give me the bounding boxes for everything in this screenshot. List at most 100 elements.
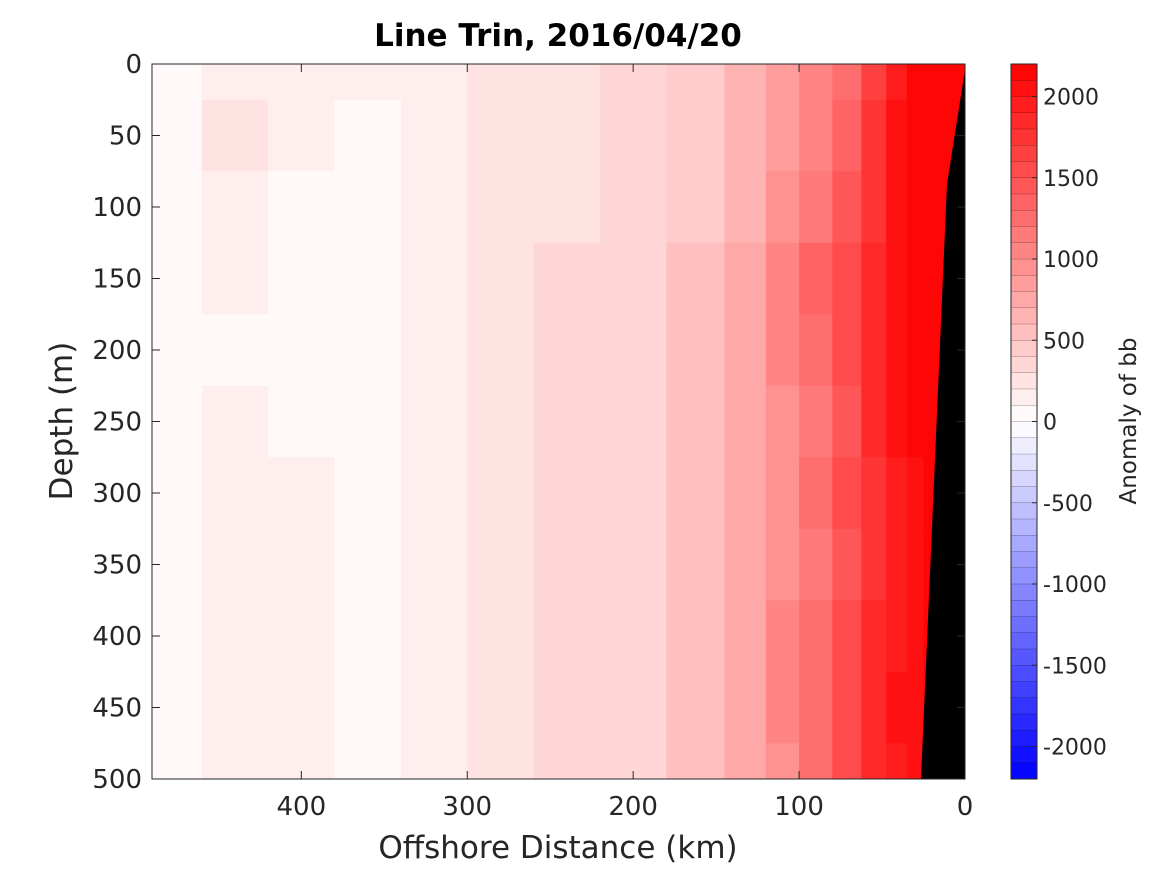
heat-cell <box>923 64 965 101</box>
heat-cell <box>666 385 726 458</box>
heat-cell <box>334 600 402 673</box>
heat-cell <box>201 528 269 601</box>
heat-cell <box>906 242 925 315</box>
heat-cell <box>201 242 269 315</box>
heat-cell <box>886 99 908 172</box>
colorbar-level <box>1011 421 1037 439</box>
y-axis: 0 50 100 150 200 250 300 350 400 450 500 <box>92 50 965 795</box>
heat-cell <box>467 743 535 779</box>
heat-cell <box>268 314 336 387</box>
heat-cell <box>268 457 336 530</box>
heat-cell <box>201 457 269 530</box>
heat-cell <box>533 314 601 387</box>
heat-cell <box>765 671 800 744</box>
x-axis-label: Offshore Distance (km) <box>378 830 737 866</box>
heat-cell <box>201 314 269 387</box>
heat-cell <box>765 242 800 315</box>
colorbar-level <box>1011 405 1037 422</box>
heat-cell <box>268 99 336 172</box>
heat-cell <box>861 743 887 779</box>
heat-cell <box>400 314 468 387</box>
heat-cell <box>861 671 887 744</box>
heat-cell <box>799 743 833 779</box>
y-tick-label: 250 <box>92 408 142 438</box>
heat-cell <box>268 242 336 315</box>
colorbar-level <box>1011 519 1037 536</box>
colorbar-level <box>1011 129 1037 146</box>
colorbar-level <box>1011 389 1037 406</box>
colorbar-level <box>1011 177 1037 195</box>
heat-cell <box>799 171 833 244</box>
y-tick-label: 400 <box>92 622 142 652</box>
heat-cell <box>861 314 887 387</box>
heat-cell <box>334 242 402 315</box>
heat-cell <box>533 64 601 101</box>
colorbar-level <box>1011 226 1037 244</box>
heat-cell <box>400 385 468 458</box>
heat-cell <box>886 600 908 673</box>
colorbar-level <box>1011 372 1037 390</box>
y-tick-label: 350 <box>92 551 142 581</box>
heat-cell <box>599 528 667 601</box>
colorbar-level <box>1011 535 1037 552</box>
colorbar-level <box>1011 96 1037 114</box>
heat-cell <box>861 64 887 101</box>
heat-cell <box>906 64 925 101</box>
heat-cell <box>886 743 908 779</box>
y-tick-label: 300 <box>92 479 142 509</box>
colorbar-level <box>1011 64 1037 81</box>
heat-cell <box>533 743 601 779</box>
heat-cell <box>400 671 468 744</box>
heat-cell <box>152 171 203 244</box>
heat-cell <box>906 671 925 744</box>
y-tick-label: 0 <box>125 50 142 80</box>
heat-cell <box>666 528 726 601</box>
colorbar-tick-label: 2000 <box>1043 86 1099 111</box>
x-axis: 400 300 200 100 0 <box>277 64 974 822</box>
y-tick-label: 100 <box>92 193 142 223</box>
x-tick-label: 400 <box>277 792 327 822</box>
heat-cell <box>268 671 336 744</box>
colorbar-level <box>1011 486 1037 504</box>
y-tick-label: 500 <box>92 765 142 795</box>
heat-cell <box>724 671 767 744</box>
heat-cell <box>666 99 726 172</box>
heat-cell <box>533 600 601 673</box>
heat-cell <box>467 242 535 315</box>
heat-cell <box>152 528 203 601</box>
colorbar-level <box>1011 681 1037 699</box>
heat-cell <box>765 743 800 779</box>
x-tick-label: 100 <box>774 792 824 822</box>
colorbar-tick-label: 0 <box>1043 411 1057 436</box>
heat-cell <box>832 600 862 673</box>
x-tick-label: 0 <box>957 792 974 822</box>
heat-cell <box>861 457 887 530</box>
heat-cell <box>906 743 925 779</box>
heat-cell <box>201 171 269 244</box>
heat-cell <box>886 64 908 101</box>
heat-cell <box>724 99 767 172</box>
heat-cell <box>666 314 726 387</box>
colorbar-tick-label: 500 <box>1043 329 1085 354</box>
heat-cell <box>765 385 800 458</box>
colorbar-level <box>1011 242 1037 260</box>
heat-cell <box>861 242 887 315</box>
heat-cell <box>599 385 667 458</box>
heat-cell <box>467 671 535 744</box>
heat-cell <box>886 171 908 244</box>
heat-cell <box>201 64 269 101</box>
heat-cell <box>886 457 908 530</box>
heat-cell <box>861 600 887 673</box>
heat-cell <box>268 528 336 601</box>
heat-cell <box>724 385 767 458</box>
heat-cell <box>533 99 601 172</box>
heat-cell <box>467 99 535 172</box>
heat-cell <box>599 600 667 673</box>
colorbar-level <box>1011 697 1037 715</box>
heat-cell <box>152 600 203 673</box>
heat-cell <box>666 671 726 744</box>
heat-cell <box>799 64 833 101</box>
contour-field <box>152 64 965 779</box>
heat-cell <box>666 743 726 779</box>
